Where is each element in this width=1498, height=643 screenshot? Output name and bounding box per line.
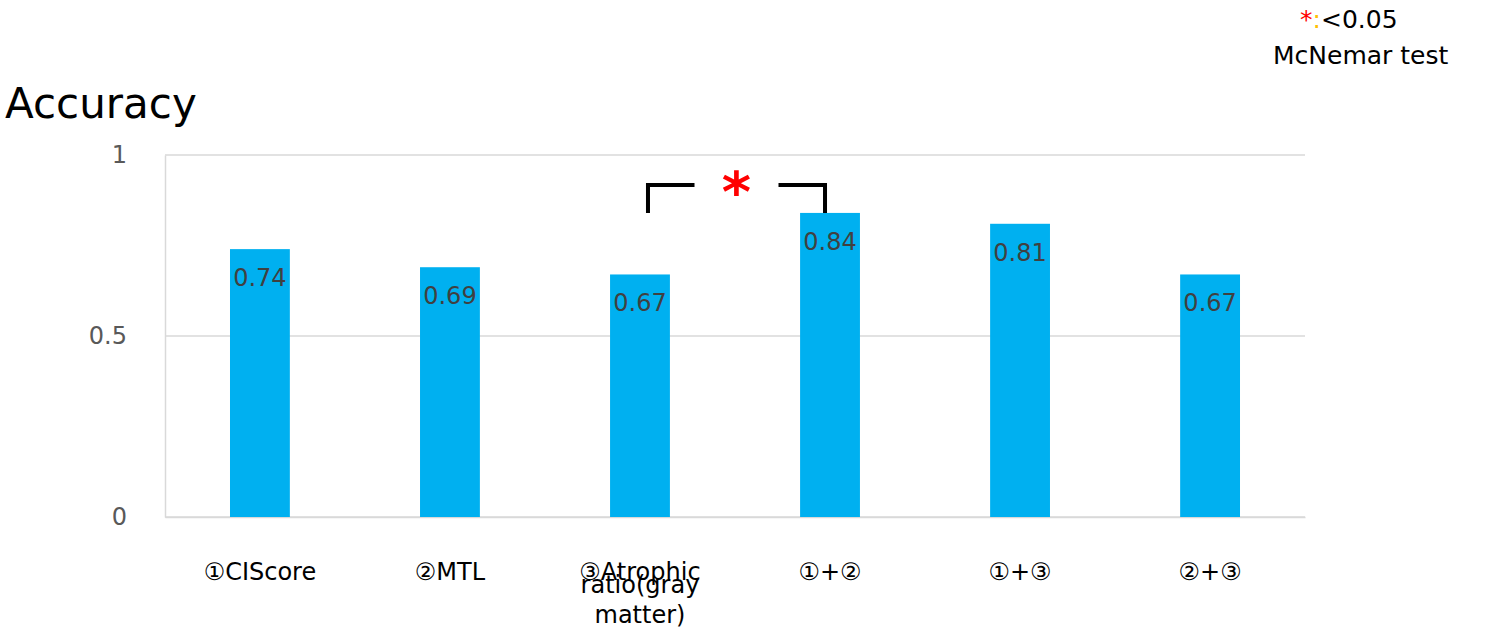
bar	[230, 249, 290, 517]
title: Accuracy	[5, 79, 197, 128]
data-label: 0.81	[993, 239, 1046, 267]
key-test: McNemar test	[1273, 41, 1449, 70]
grid-line	[165, 335, 1305, 337]
x-axis-line	[166, 517, 1306, 519]
x-axis: ①CIScore ②MTL ③Atrophicratio(graymatter) ①+…	[166, 517, 1306, 629]
bar	[1180, 274, 1240, 517]
x-tick-label-line: ratio(gray	[581, 571, 700, 599]
plot: 00.51①CIScore②MTL③Atrophicratio(graymatt…	[89, 141, 1306, 629]
x-tick: ①+③	[988, 517, 1051, 586]
x-tick-label-line: matter)	[595, 601, 686, 629]
bar	[990, 224, 1050, 517]
data-label: 0.74	[233, 264, 286, 292]
x-tick: ③Atrophicratio(graymatter)	[579, 517, 700, 629]
key-separator: :	[1313, 5, 1321, 34]
y-tick: 1	[112, 141, 165, 169]
x-tick: ②+③	[1179, 517, 1242, 586]
key-threshold: <0.05	[1321, 5, 1398, 34]
x-tick: ②MTL	[415, 517, 486, 586]
bars	[230, 213, 1240, 517]
key-symbol: *	[1300, 5, 1313, 34]
bar	[610, 274, 670, 517]
significance-key-line: *:<0.05	[1300, 5, 1398, 34]
y-tick-label: 0	[112, 503, 127, 531]
x-tick-label: ②+③	[1179, 558, 1242, 586]
data-label: 0.69	[423, 282, 476, 310]
x-tick-label: ③Atrophicratio(graymatter)	[579, 558, 700, 629]
y-tick: 0.5	[89, 322, 165, 350]
x-tick: ①CIScore	[204, 517, 317, 586]
y-axis: 00.51	[89, 141, 166, 531]
significance-mark: *	[722, 159, 751, 224]
y-tick-label: 0.5	[89, 322, 127, 350]
y-axis-line	[165, 156, 167, 518]
bar	[420, 267, 480, 517]
y-tick: 0	[112, 503, 165, 531]
x-tick: ①+②	[798, 517, 861, 586]
x-tick-label: ①+③	[988, 558, 1051, 586]
data-labels: 0.74 0.69 0.67 0.84 0.81 0.67	[233, 228, 1237, 318]
data-label: 0.67	[1183, 289, 1236, 317]
x-tick-label: ②MTL	[415, 558, 486, 586]
grid	[165, 155, 1305, 517]
x-tick-label-line: ②+③	[1179, 558, 1242, 586]
significance-key: *:<0.05 McNemar test	[1273, 5, 1449, 70]
x-tick-label-line: ①CIScore	[204, 558, 317, 586]
y-tick-label: 1	[112, 141, 127, 169]
grid-line	[165, 516, 1305, 518]
chart: 00.51①CIScore②MTL③Atrophicratio(graymatt…	[0, 0, 1498, 643]
grid-line	[165, 154, 1305, 156]
x-tick-label-line: ①+③	[988, 558, 1051, 586]
significance-bracket: *	[648, 159, 825, 224]
x-tick-label-line: ①+②	[798, 558, 861, 586]
data-label: 0.84	[803, 228, 856, 256]
data-label: 0.67	[613, 289, 666, 317]
x-tick-label: ①+②	[798, 558, 861, 586]
x-tick-label-line: ②MTL	[415, 558, 486, 586]
bar	[800, 213, 860, 517]
x-tick-label: ①CIScore	[204, 558, 317, 586]
